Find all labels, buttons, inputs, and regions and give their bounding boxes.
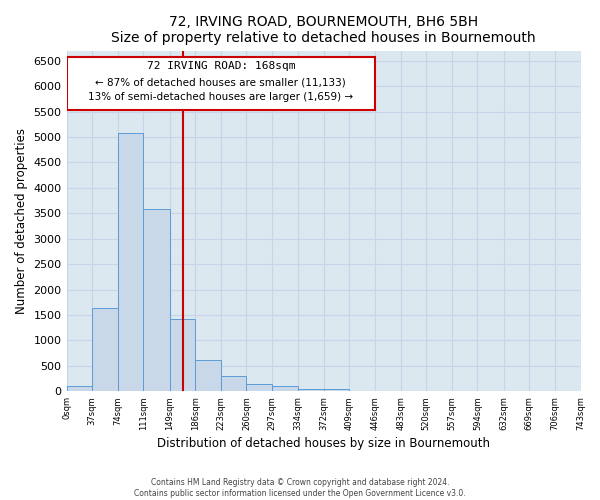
Bar: [170, 318, 195, 392]
Bar: [324, 390, 349, 392]
X-axis label: Distribution of detached houses by size in Bournemouth: Distribution of detached houses by size …: [157, 437, 490, 450]
Title: 72, IRVING ROAD, BOURNEMOUTH, BH6 5BH
Size of property relative to detached hous: 72, IRVING ROAD, BOURNEMOUTH, BH6 5BH Si…: [111, 15, 536, 45]
Bar: [247, 384, 272, 392]
Bar: [92, 308, 118, 392]
Text: 13% of semi-detached houses are larger (1,659) →: 13% of semi-detached houses are larger (…: [88, 92, 353, 102]
Bar: [272, 386, 298, 392]
Bar: [67, 56, 375, 110]
Text: Contains HM Land Registry data © Crown copyright and database right 2024.
Contai: Contains HM Land Registry data © Crown c…: [134, 478, 466, 498]
Bar: [195, 360, 221, 392]
Bar: [221, 376, 247, 392]
Text: ← 87% of detached houses are smaller (11,133): ← 87% of detached houses are smaller (11…: [95, 77, 346, 87]
Bar: [298, 390, 324, 392]
Bar: [143, 209, 170, 392]
Text: 72 IRVING ROAD: 168sqm: 72 IRVING ROAD: 168sqm: [146, 61, 295, 71]
Bar: [118, 134, 143, 392]
Bar: [67, 386, 92, 392]
Y-axis label: Number of detached properties: Number of detached properties: [15, 128, 28, 314]
